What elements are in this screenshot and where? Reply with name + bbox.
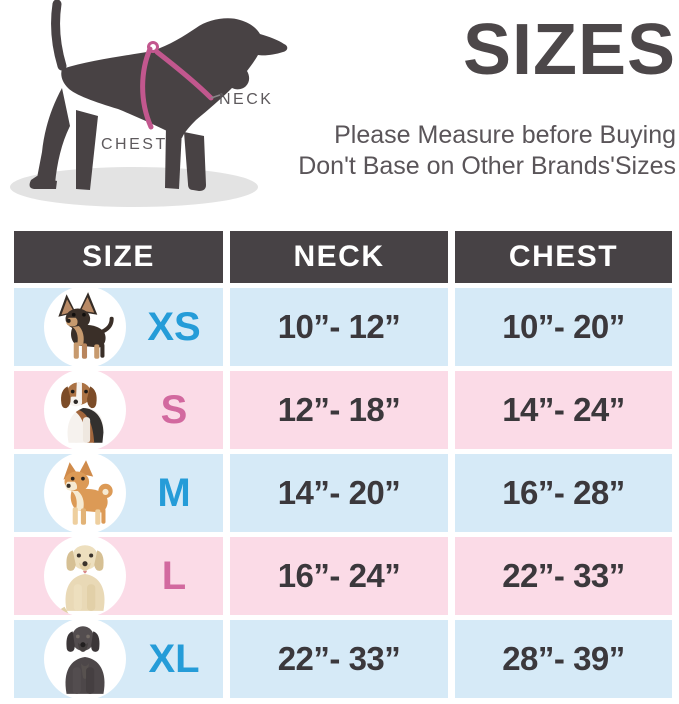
column-header-chest: CHEST	[455, 231, 672, 283]
size-label-xl: XL	[148, 637, 200, 681]
chest-measure-label: CHEST	[101, 136, 168, 153]
intro-block: SIZES Please Measure before Buying Don't…	[276, 14, 676, 182]
table-row-xl-size-cell: XL	[14, 618, 223, 700]
size-label-l: L	[161, 554, 187, 598]
chest-value-xl: 28”- 39”	[455, 620, 672, 698]
beagle-photo	[44, 369, 126, 451]
column-header-size: SIZE	[14, 231, 223, 283]
dog-silhouette-harness-icon	[10, 0, 288, 207]
size-label-s: S	[160, 388, 188, 432]
size-label-xs: XS	[147, 305, 201, 349]
table-row-l-size-cell: L	[14, 535, 223, 617]
neck-value-l: 16”- 24”	[230, 537, 448, 615]
advisory-text: Please Measure before Buying Don't Base …	[276, 120, 676, 182]
size-table: SIZE NECK CHEST	[14, 231, 672, 700]
neck-value-xl: 22”- 33”	[230, 620, 448, 698]
chest-value-xs: 10”- 20”	[455, 288, 672, 366]
labrador-photo	[44, 535, 126, 617]
great-dane-photo	[44, 618, 126, 700]
chihuahua-photo	[44, 286, 126, 368]
table-row-m-size-cell: M	[14, 452, 223, 534]
neck-value-m: 14”- 20”	[230, 454, 448, 532]
chest-value-m: 16”- 28”	[455, 454, 672, 532]
table-row-s-size-cell: S	[14, 369, 223, 451]
measure-diagram: NECK CHEST	[0, 0, 330, 230]
shiba-inu-photo	[44, 452, 126, 534]
neck-value-s: 12”- 18”	[230, 371, 448, 449]
table-row-xs-size-cell: XS	[14, 286, 223, 368]
chest-value-s: 14”- 24”	[455, 371, 672, 449]
column-header-neck: NECK	[230, 231, 448, 283]
advisory-line-1: Please Measure before Buying	[334, 121, 676, 149]
size-label-m: M	[157, 471, 191, 515]
page-title: SIZES	[462, 10, 676, 90]
chest-value-l: 22”- 33”	[455, 537, 672, 615]
advisory-line-2: Don't Base on Other Brands'Sizes	[298, 152, 676, 180]
neck-measure-label: NECK	[219, 91, 274, 108]
neck-value-xs: 10”- 12”	[230, 288, 448, 366]
